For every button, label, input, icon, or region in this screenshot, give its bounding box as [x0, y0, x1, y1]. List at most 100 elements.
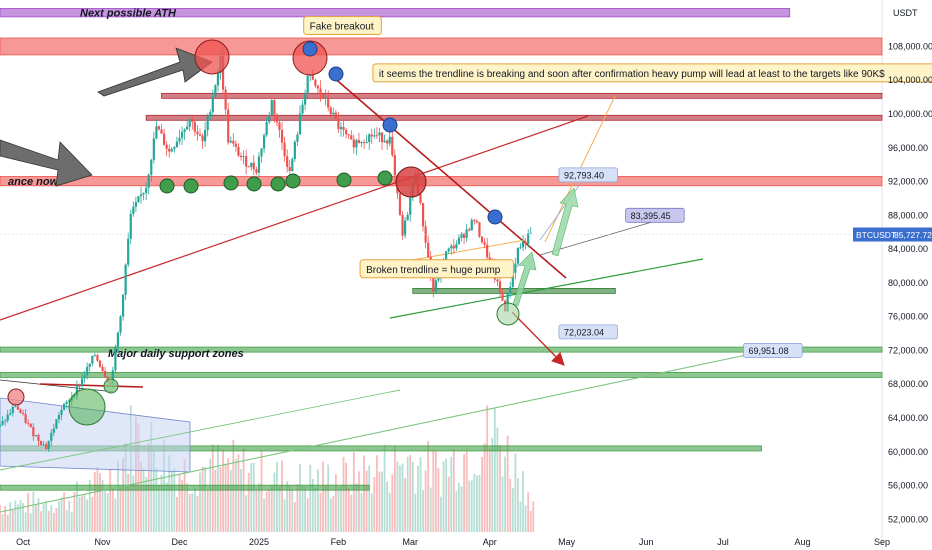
candle-body: [160, 129, 163, 134]
markers-layer: [7, 39, 520, 426]
candle-body: [186, 126, 189, 130]
candle-body: [388, 136, 391, 144]
volume-bar: [24, 512, 27, 532]
y-tick-label: 100,000.00: [888, 109, 932, 119]
volume-bar: [511, 488, 514, 532]
candle-body: [321, 94, 325, 99]
volume-bar: [247, 472, 250, 532]
candle-body: [232, 140, 235, 144]
volume-bar: [137, 423, 140, 532]
volume-bar: [204, 466, 207, 532]
x-tick-label: Nov: [95, 537, 112, 547]
volume-bar: [276, 462, 278, 532]
candle-body: [521, 241, 525, 248]
volume-bar: [342, 456, 345, 532]
volume-bar: [491, 437, 494, 532]
descending-red-trendline: [331, 75, 567, 279]
volume-bars: [0, 405, 535, 532]
y-tick-label: 92,000.00: [888, 177, 928, 187]
volume-bar: [40, 511, 42, 532]
volume-bar: [188, 493, 191, 532]
volume-bar: [227, 457, 230, 532]
candle-body: [193, 121, 196, 132]
candle-body: [137, 196, 140, 203]
volume-bar: [237, 454, 240, 532]
candle-body: [88, 363, 91, 367]
volume-bar: [173, 468, 176, 532]
candle-body: [332, 112, 335, 115]
candle-body: [275, 114, 279, 123]
candle-body: [216, 73, 220, 86]
volume-bar: [291, 489, 294, 532]
candle-body: [157, 126, 161, 130]
candle-body: [127, 238, 130, 265]
broken-trendline-note-box: [359, 259, 514, 279]
nov-support-circle: [103, 378, 119, 394]
volume-bar: [196, 495, 199, 532]
volume-bar: [234, 459, 237, 532]
volume-bar: [304, 486, 307, 532]
candle-body: [206, 115, 209, 131]
axes-layer: 108,000.00 104,000.00 100,000.00 96,000.00 9…: [16, 41, 932, 547]
early-descending-line: [0, 379, 116, 393]
volume-bar: [391, 474, 394, 532]
volume-bar: [68, 500, 71, 532]
volume-bar: [22, 503, 24, 532]
volume-bar: [150, 422, 153, 532]
candle-body: [214, 85, 217, 97]
volume-bar: [322, 461, 324, 532]
volume-bar: [393, 445, 396, 532]
volume-bar: [522, 471, 524, 532]
x-tick-label: Dec: [171, 537, 188, 547]
volume-bar: [378, 471, 381, 532]
support-touch-4: [246, 176, 262, 192]
volume-bar: [50, 505, 53, 532]
y-tick-label: 76,000.00: [888, 312, 928, 322]
candle-body: [250, 162, 253, 167]
down-arrow: [511, 311, 565, 366]
candle-body: [470, 220, 473, 231]
candle-body: [147, 174, 150, 188]
fake-breakout-note: Fake breakout: [310, 22, 374, 33]
volume-bar: [311, 478, 314, 532]
volume-bar: [9, 502, 12, 532]
candle-body: [191, 119, 194, 122]
volume-bar: [58, 501, 60, 532]
candle-body: [221, 56, 225, 90]
support-band-79k: [412, 288, 616, 294]
candle-body: [365, 141, 368, 144]
candle-body: [398, 193, 402, 215]
volume-bar: [104, 489, 107, 532]
candle-body: [14, 406, 17, 408]
y-tick-label: 108,000.00: [888, 41, 932, 51]
candle-body: [262, 135, 266, 149]
volume-bar: [83, 493, 86, 532]
volume-bar: [445, 458, 448, 532]
candle-body: [524, 241, 527, 244]
volume-bar: [37, 498, 40, 532]
resistance-band-102k: [161, 92, 883, 99]
volume-bar: [414, 493, 417, 532]
candle-body: [409, 197, 412, 215]
candle-body: [357, 140, 361, 143]
volume-bar: [101, 480, 104, 532]
target-label-72k-box: [558, 324, 618, 340]
candle-body: [401, 214, 404, 236]
candle-body: [24, 414, 27, 423]
volume-bar: [145, 476, 148, 532]
volume-bar: [434, 451, 437, 532]
target-label-69k: 69,951.08: [749, 346, 789, 356]
candle-body: [239, 155, 243, 158]
volume-bar: [460, 486, 463, 532]
candle-body: [404, 220, 407, 236]
candle-body: [480, 236, 484, 243]
candle-body: [11, 406, 14, 414]
volume-bar: [193, 487, 196, 532]
support-touch-2: [183, 178, 199, 194]
candle-body: [55, 419, 58, 429]
volume-bar: [14, 500, 17, 532]
candle-body: [375, 135, 379, 137]
volume-bar: [250, 463, 253, 532]
support-zone-72k: [0, 346, 883, 353]
